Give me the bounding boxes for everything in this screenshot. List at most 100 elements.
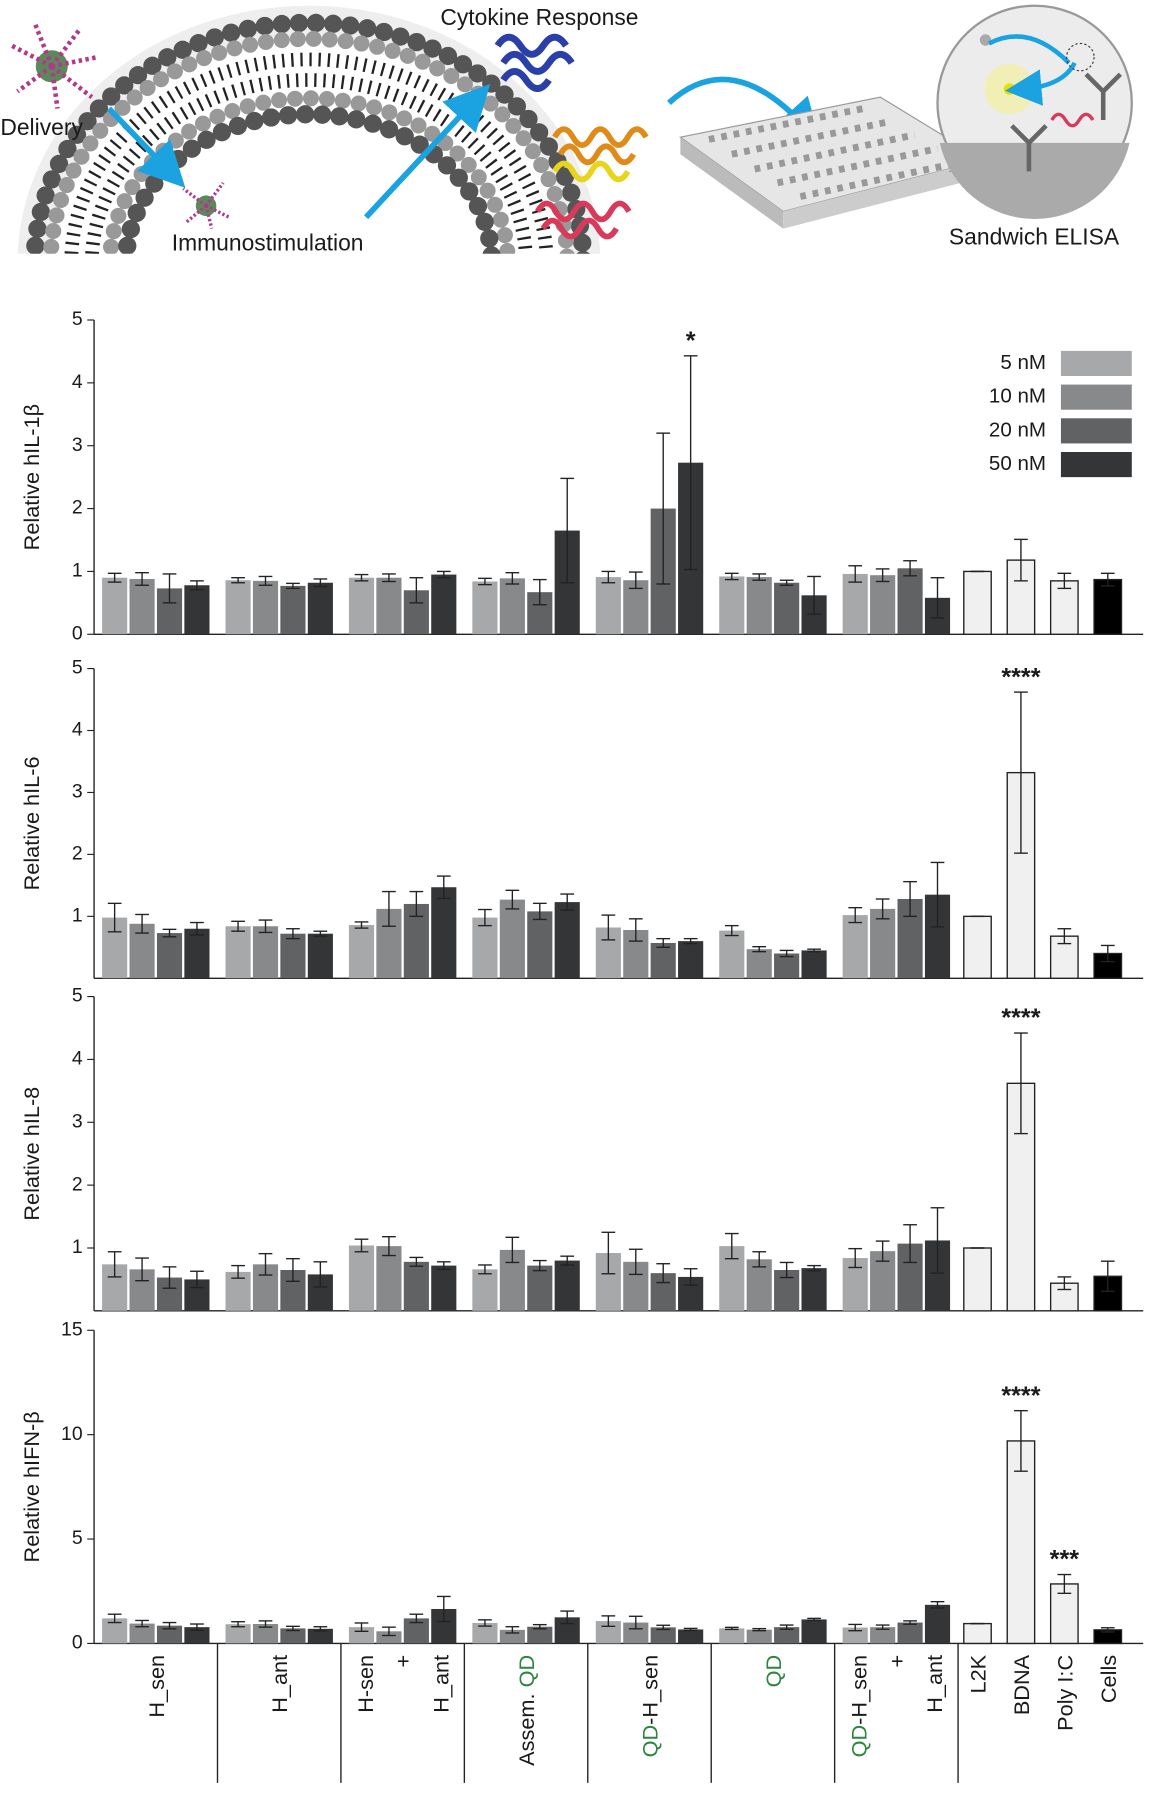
- bar: [746, 1259, 772, 1311]
- y-tick-label: 10: [61, 1423, 83, 1445]
- error-bar: [807, 1617, 821, 1622]
- bar: [719, 576, 745, 635]
- error-bar: [258, 1620, 273, 1628]
- y-tick-label: 4: [72, 719, 83, 741]
- bar: [963, 570, 992, 635]
- y-tick-label: 2: [72, 497, 83, 519]
- bar: [184, 1627, 210, 1644]
- error-bar: [505, 889, 520, 910]
- error-bar: [930, 1600, 945, 1609]
- bar: [678, 1629, 704, 1644]
- error-bar: [779, 1624, 794, 1630]
- bar: [431, 887, 457, 979]
- y-tick-label: 2: [72, 1173, 83, 1195]
- error-bar: [724, 924, 739, 937]
- significance-label: ****: [1001, 663, 1040, 691]
- x-tick-label: H_ant: [922, 1655, 947, 1713]
- y-tick-label: 1: [72, 560, 83, 582]
- x-tick-label: QD-H_sen: [637, 1655, 662, 1758]
- label-part: Assem.: [514, 1687, 539, 1765]
- y-tick-label: 5: [72, 308, 83, 330]
- error-bar: [162, 573, 177, 604]
- error-bar: [724, 572, 739, 581]
- label-part: H_sen: [144, 1655, 169, 1718]
- bar: [348, 1245, 375, 1311]
- bar: [307, 1628, 333, 1644]
- label-part: QD: [761, 1655, 786, 1688]
- arrow: [363, 83, 491, 220]
- error-bar: [505, 1626, 520, 1634]
- bar: [156, 1625, 183, 1644]
- error-bar: [807, 948, 821, 953]
- error-bar: [354, 921, 369, 929]
- error-bar: [628, 571, 643, 590]
- error-bar: [354, 1238, 369, 1253]
- error-bar: [1100, 1260, 1115, 1293]
- bar: [348, 577, 375, 635]
- error-bar: [656, 1624, 671, 1631]
- error-bar: [1014, 1032, 1028, 1135]
- error-bar: [848, 1623, 863, 1632]
- y-tick-label: 3: [72, 434, 83, 456]
- error-bar: [1014, 691, 1028, 854]
- y-tick-label: 5: [72, 985, 83, 1007]
- bar: [746, 577, 772, 635]
- legend-swatch: [1060, 350, 1132, 376]
- x-tick-label: Cells: [1096, 1655, 1121, 1703]
- bar: [801, 1268, 827, 1311]
- error-bar: [135, 913, 149, 934]
- error-bar: [903, 880, 917, 918]
- bar: [527, 1265, 553, 1311]
- error-bar: [1057, 928, 1072, 945]
- legend-swatch: [1060, 384, 1132, 410]
- bar: [801, 950, 827, 979]
- bar: [595, 577, 621, 635]
- bar: [129, 578, 155, 635]
- error-bar: [190, 1623, 204, 1631]
- x-tick-label: Assem. QD: [514, 1655, 539, 1766]
- legend-swatch: [1060, 452, 1132, 478]
- error-bar: [532, 902, 547, 921]
- nanoparticle: [10, 22, 230, 229]
- legend-label: 20 nM: [989, 418, 1046, 441]
- x-tick-label: H_ant: [428, 1655, 453, 1713]
- error-bar: [258, 575, 273, 586]
- error-bar: [258, 1252, 273, 1276]
- error-bar: [162, 1266, 177, 1289]
- error-bar: [1057, 1276, 1072, 1291]
- bar: [678, 941, 704, 979]
- y-tick-label: 2: [72, 843, 83, 865]
- x-tick-label: H-sen: [353, 1655, 378, 1713]
- error-bar: [807, 575, 821, 615]
- bar: [623, 580, 649, 635]
- bar: [280, 933, 306, 979]
- error-bar: [436, 1261, 451, 1271]
- error-bar: [656, 432, 671, 585]
- error-bar: [628, 1248, 643, 1276]
- bar: [348, 925, 375, 979]
- x-tick-label: QD: [761, 1655, 786, 1688]
- label-part: H_ant: [428, 1655, 453, 1713]
- error-bar: [656, 937, 671, 949]
- error-bar: [601, 1615, 616, 1627]
- error-bar: [560, 1255, 575, 1266]
- error-bar: [231, 1621, 245, 1628]
- error-bar: [1100, 1627, 1115, 1633]
- bar: [719, 1628, 745, 1644]
- y-tick-label: 3: [72, 781, 83, 803]
- error-bar: [930, 577, 945, 619]
- error-bar: [382, 573, 396, 583]
- bar: [963, 1247, 992, 1312]
- bar: [472, 1622, 498, 1644]
- bar: [102, 577, 128, 635]
- label-part: +: [884, 1655, 909, 1668]
- y-tick-label: 4: [72, 371, 83, 393]
- bar: [1093, 578, 1123, 635]
- error-bar: [560, 1610, 575, 1625]
- error-bar: [162, 928, 177, 938]
- y-axis-label: Relative hIL-1β: [19, 404, 44, 550]
- bar: [280, 1628, 306, 1644]
- bar: [129, 1623, 155, 1644]
- bar: [963, 915, 992, 979]
